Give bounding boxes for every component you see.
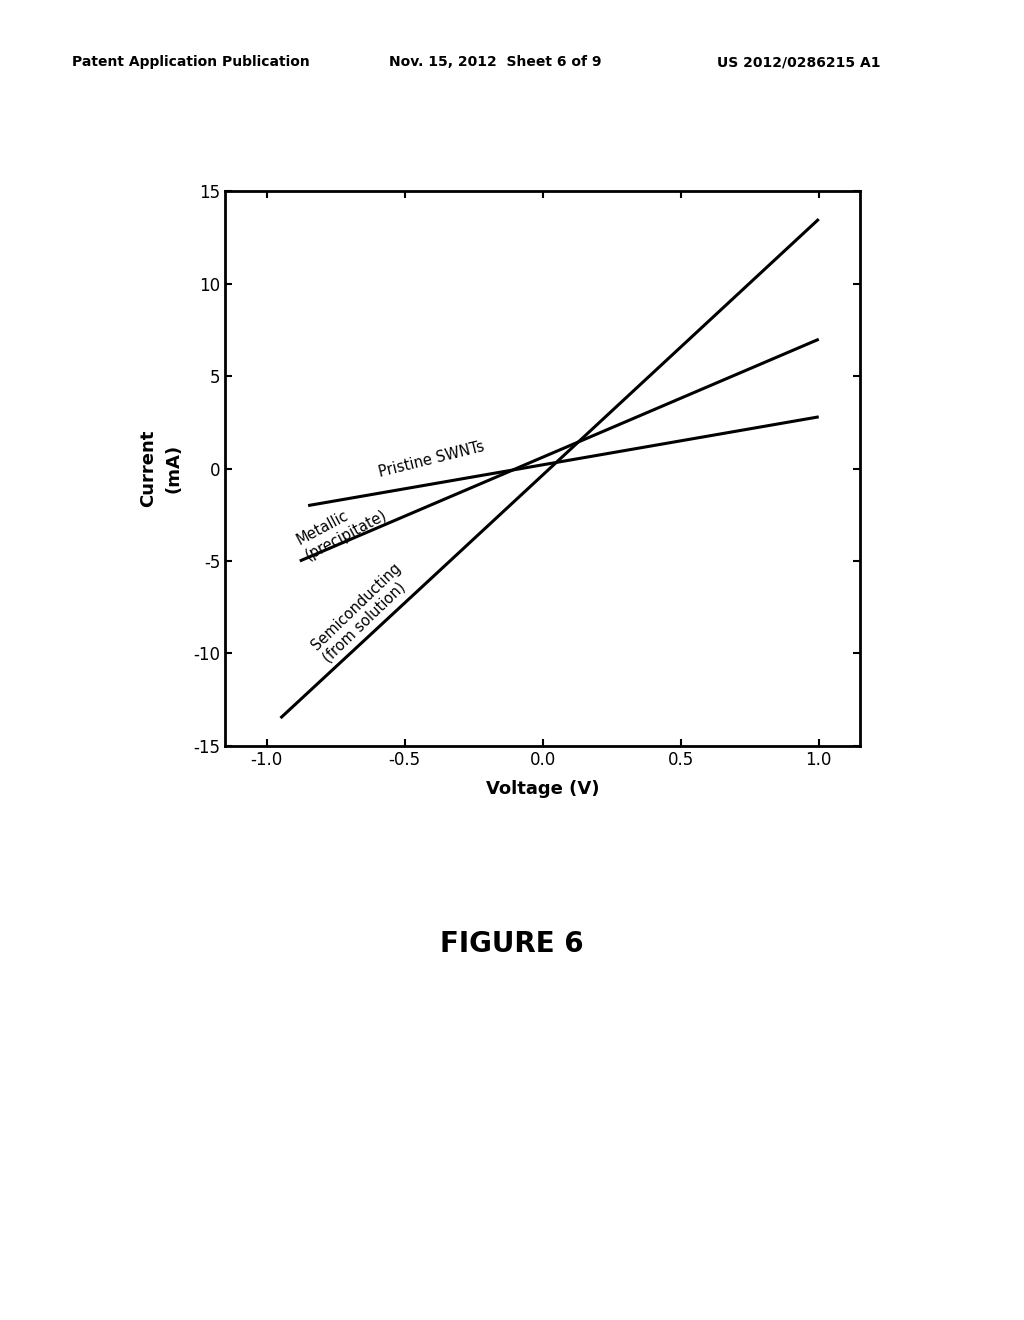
Y-axis label: Current
(mA): Current (mA) <box>139 430 182 507</box>
Text: Pristine SWNTs: Pristine SWNTs <box>377 440 486 479</box>
Text: US 2012/0286215 A1: US 2012/0286215 A1 <box>717 55 881 70</box>
Text: Patent Application Publication: Patent Application Publication <box>72 55 309 70</box>
Text: Semiconducting
(from solution): Semiconducting (from solution) <box>308 560 416 665</box>
X-axis label: Voltage (V): Voltage (V) <box>486 780 599 797</box>
Text: Metallic
(precipitate): Metallic (precipitate) <box>294 492 389 564</box>
Text: FIGURE 6: FIGURE 6 <box>440 929 584 958</box>
Text: Nov. 15, 2012  Sheet 6 of 9: Nov. 15, 2012 Sheet 6 of 9 <box>389 55 602 70</box>
